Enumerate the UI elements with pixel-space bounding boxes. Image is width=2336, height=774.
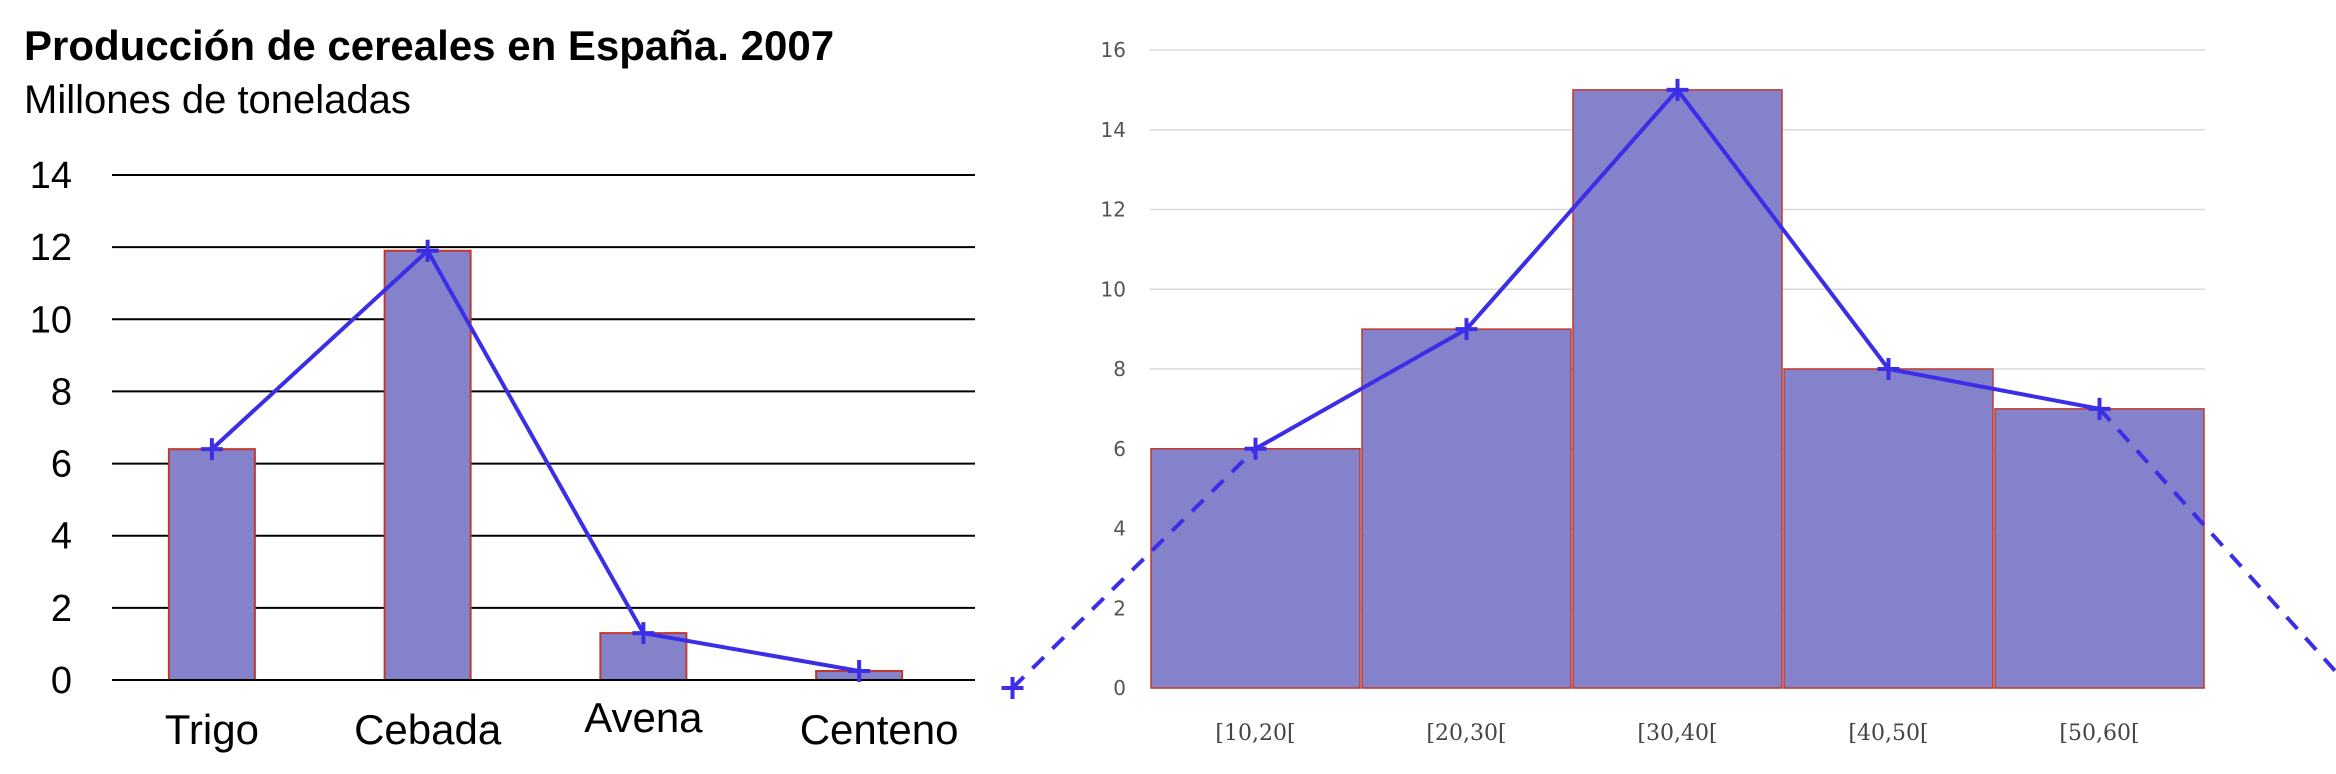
polygon-point (1244, 437, 1267, 460)
bar (167, 448, 256, 681)
frequency-polygon-line (210, 247, 860, 673)
y-tick-label: 2 (51, 588, 72, 630)
polygon-point (200, 438, 223, 461)
polygon-point (2088, 397, 2111, 420)
bar (383, 249, 472, 681)
chart-subtitle: Millones de toneladas (24, 78, 411, 122)
y-tick-label: 14 (30, 155, 72, 197)
polygon-point (416, 239, 439, 262)
y-tick-label: 6 (1113, 437, 1126, 461)
y-tick-label: 2 (1113, 596, 1126, 620)
polygon-point (1877, 358, 1900, 380)
y-tick-label: 0 (1113, 676, 1126, 700)
y-tick-label: 0 (51, 660, 72, 702)
x-tick-label: [20,30[ (1426, 721, 1506, 746)
frequency-histogram-chart: 0 2 4 6 8 10 12 14 16 [10,20[ [20,30[ [30,40[ [40,50… (1000, 0, 2336, 774)
polygon-end-point (1001, 677, 1024, 699)
x-tick-label: Trigo (165, 706, 259, 753)
x-tick-label: Avena (584, 694, 703, 741)
y-tick-label: 8 (1113, 357, 1126, 381)
x-tick-label: [40,50[ (1848, 721, 1928, 746)
histogram-bar (1994, 408, 2205, 689)
y-tick-label: 10 (30, 299, 72, 341)
y-tick-label: 12 (1101, 198, 1126, 222)
y-tick-label: 8 (51, 371, 72, 413)
x-tick-label: Cebada (354, 706, 502, 753)
y-tick-label: 16 (1101, 38, 1126, 62)
polygon-point (1666, 78, 1689, 101)
polygon-point (1455, 318, 1478, 341)
x-tick-label: [50,60[ (2059, 721, 2139, 746)
x-tick-label: [10,20[ (1215, 721, 1295, 746)
histogram-bar (1361, 328, 1572, 689)
histogram-bar (1150, 448, 1361, 689)
y-tick-label: 14 (1101, 118, 1126, 142)
y-tick-label: 4 (1113, 517, 1126, 541)
histogram-bar (1572, 89, 1783, 689)
histogram-bar (1783, 368, 1994, 689)
y-tick-label: 6 (51, 444, 72, 486)
polygon-extension-left (1011, 447, 1257, 690)
y-tick-label: 4 (51, 516, 72, 558)
polygon-point (632, 622, 655, 645)
cereal-production-chart: Producción de cereales en España. 2007 M… (0, 0, 1000, 774)
y-tick-label: 12 (30, 227, 72, 269)
x-tick-label: Centeno (800, 706, 959, 753)
polygon-extension-right (2098, 407, 2336, 675)
histogram-plot: 0 2 4 6 8 10 12 14 16 [10,20[ [20,30[ [30,40[ [40,50… (1001, 38, 2336, 746)
chart-title: Producción de cereales en España. 2007 (24, 22, 835, 69)
y-tick-label: 10 (1101, 277, 1126, 301)
cereal-chart-plot: 0 2 4 6 8 10 12 14 Trigo Cebada Avena Centeno (30, 155, 975, 753)
x-tick-label: [30,40[ (1637, 721, 1717, 746)
polygon-point (848, 659, 871, 682)
